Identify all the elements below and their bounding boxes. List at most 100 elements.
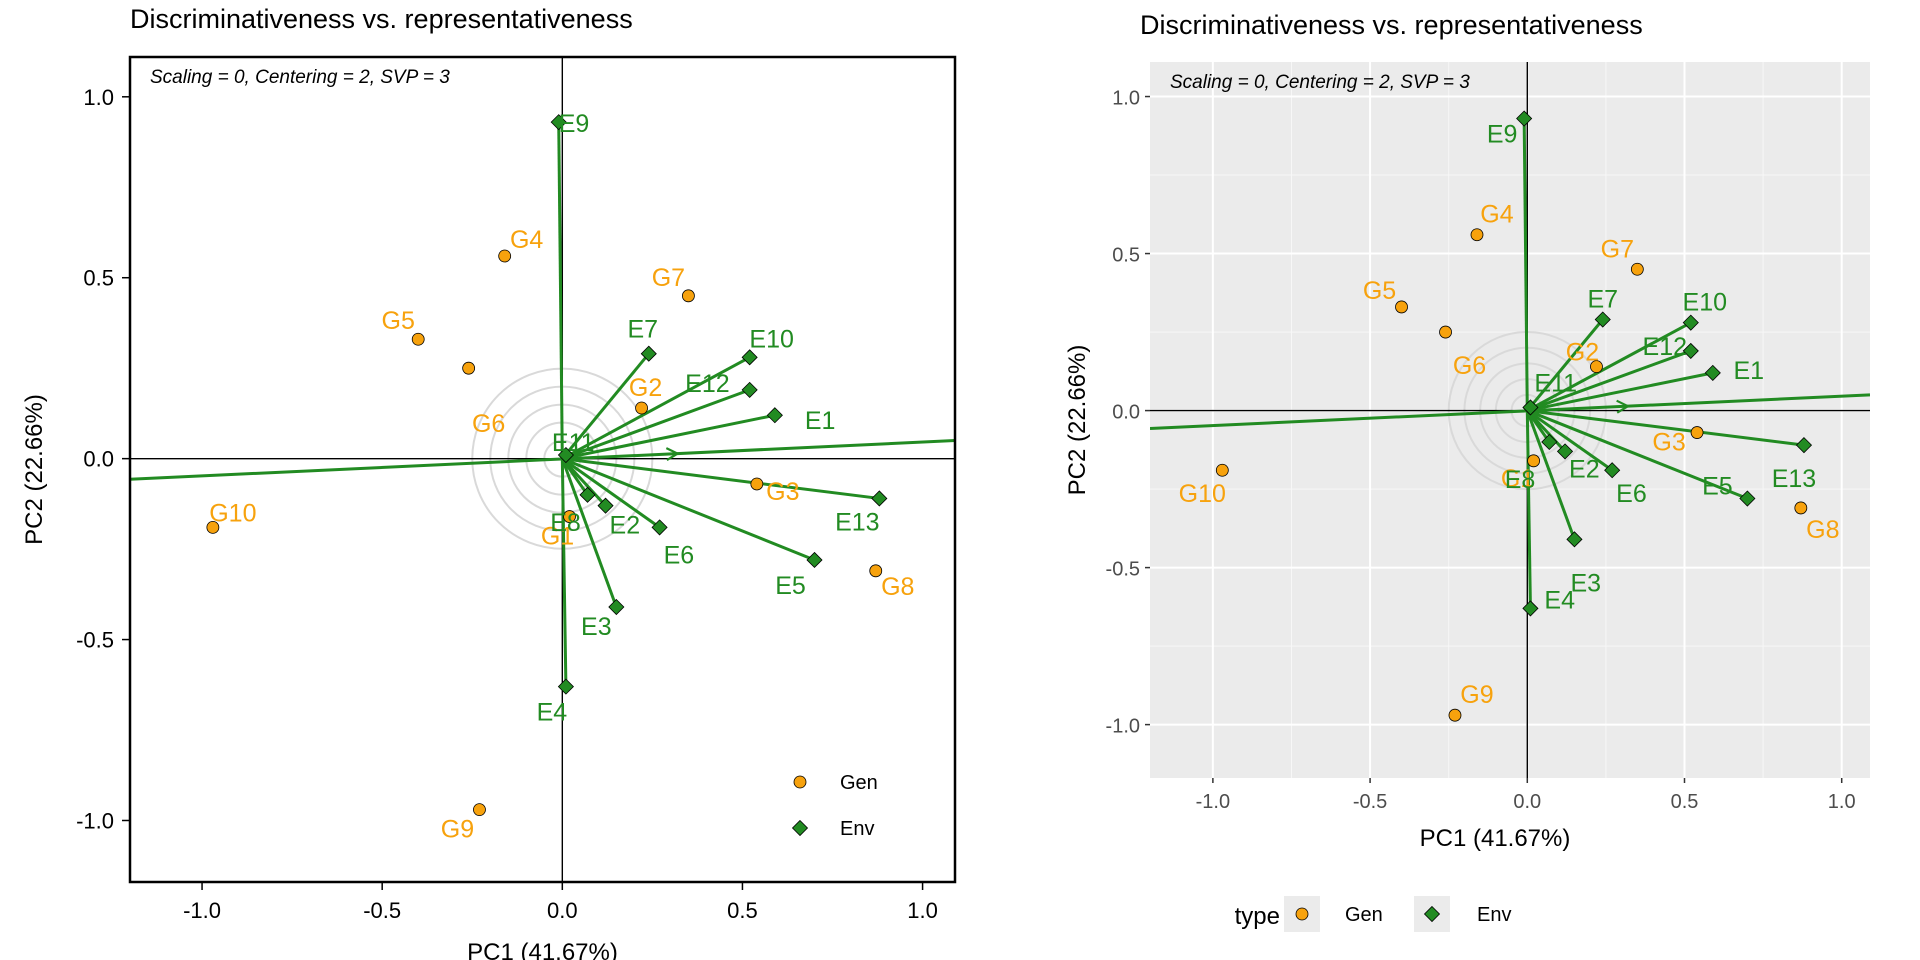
gen-point-g2 [1590,360,1603,374]
gen-label-g10: G10 [1179,480,1226,508]
env-label-e11: E11 [1534,369,1577,397]
env-point-e5 [806,551,823,569]
chart-subtitle: Scaling = 0, Centering = 2, SVP = 3 [150,67,450,88]
env-point-e3 [1566,531,1583,548]
env-point-e1 [766,407,783,424]
env-label-e12: E12 [1643,333,1687,361]
x-tick-label: 1.0 [1828,791,1856,813]
y-tick-label: -0.5 [76,628,114,653]
env-vector-e3 [1525,410,1576,540]
legend-title: type [1235,903,1280,930]
y-tick-label: -1.0 [1106,716,1140,738]
env-vector-e5 [561,457,816,562]
chart-title: Discriminativeness vs. representativenes… [1140,10,1643,40]
env-point-e5 [1739,490,1756,507]
env-vector-e1 [1526,371,1714,413]
env-vector-e12 [561,388,751,461]
env-vector-e6 [561,457,661,529]
env-vector-e8 [561,457,589,496]
gen-point-g4 [498,249,512,263]
env-point-e9 [1516,110,1533,127]
x-axis-label: PC1 (41.67%) [467,939,618,960]
gen-point-g10 [206,520,220,534]
env-point-e9 [550,114,567,131]
y-tick-label: -0.5 [1106,559,1140,581]
y-tick-label: 1.0 [83,85,114,110]
env-vector-e13 [562,457,880,500]
legend-env-label: Env [840,818,874,840]
env-vector-e7 [1526,318,1604,412]
env-point-e4 [557,678,574,695]
gen-label-g8: G8 [881,573,914,601]
env-vector-e1 [562,413,776,461]
env-label-e9: E9 [559,110,590,138]
env-vector-e6 [1526,409,1614,472]
biplot-left-svg: G1 G2 G3 G4 G5 G6 G7 G8 G9 G10 E1 E2 E3 E4 E5 E6 E7 E8 E9 E… [21,55,957,960]
env-point-e8 [1541,433,1558,451]
y-tick-label: 0.0 [83,447,114,472]
env-point-e13 [871,490,888,507]
gen-point-g1 [563,510,576,523]
env-point-e4 [1522,600,1539,617]
env-point-e6 [1604,462,1621,479]
gen-point-g1 [1527,454,1540,468]
env-label-e6: E6 [1616,480,1647,508]
env-point-e12 [1682,342,1699,359]
gen-point-g6 [1439,325,1452,339]
gen-point-g3 [750,477,764,491]
gen-label-g9: G9 [1460,681,1493,709]
env-label-e11: E11 [552,429,595,457]
gen-point-g9 [473,803,486,817]
env-label-e5: E5 [775,572,806,600]
env-vector-e4 [560,458,568,687]
env-label-e10: E10 [1683,289,1727,317]
env-label-e13: E13 [1772,465,1816,493]
gen-label-g8: G8 [1806,516,1839,544]
env-label-e3: E3 [1570,569,1601,597]
env-label-e12: E12 [685,370,729,398]
env-point-e7 [640,345,657,362]
gen-point-g7 [682,289,695,303]
gen-label-g3: G3 [766,478,799,506]
gen-point-g10 [1215,463,1229,477]
env-point-e1 [1704,364,1721,381]
gen-point-g7 [1630,262,1644,276]
env-vector-e9 [1522,118,1529,411]
env-label-e7: E7 [1587,286,1618,314]
gen-label-g1: G1 [541,523,574,551]
gen-label-g3: G3 [1652,429,1685,457]
env-vector-e7 [561,352,650,460]
gen-point-g5 [411,332,425,346]
x-tick-label: -1.0 [1196,791,1230,813]
y-tick-label: 0.5 [1112,245,1140,267]
gen-label-g5: G5 [1363,277,1396,305]
env-label-e2: E2 [610,512,641,540]
env-label-e3: E3 [581,613,612,641]
gen-point-g3 [1690,426,1704,439]
env-vector-e8 [1526,409,1551,443]
biplot-left-panel: Discriminativeness vs. representativenes… [21,4,957,960]
env-label-e2: E2 [1569,455,1600,483]
x-tick-label: 0.5 [1671,791,1699,813]
gen-label-g9: G9 [441,816,474,844]
plot-area [130,57,955,882]
gen-point-g6 [462,361,476,375]
plot-panel-background [1150,62,1870,778]
env-point-e11 [1522,399,1539,416]
x-tick-label: 0.0 [547,898,578,923]
env-point-e8 [579,486,596,503]
env-point-e6 [651,519,668,536]
x-tick-label: -0.5 [1353,791,1387,813]
env-point-e11 [557,446,574,464]
gen-label-g2: G2 [1566,339,1599,367]
env-vector-e13 [1527,409,1805,447]
chart-title: Discriminativeness vs. representativenes… [130,4,633,34]
y-axis-label: PC2 (22.66%) [1064,345,1091,496]
env-label-e5: E5 [1702,473,1733,501]
gen-point-g8 [869,564,883,578]
y-tick-label: 1.0 [1112,88,1140,110]
env-label-e8: E8 [1505,466,1536,494]
chart-subtitle: Scaling = 0, Centering = 2, SVP = 3 [1170,72,1470,93]
x-axis-label: PC1 (41.67%) [1420,825,1571,852]
env-vector-e12 [1526,349,1692,412]
